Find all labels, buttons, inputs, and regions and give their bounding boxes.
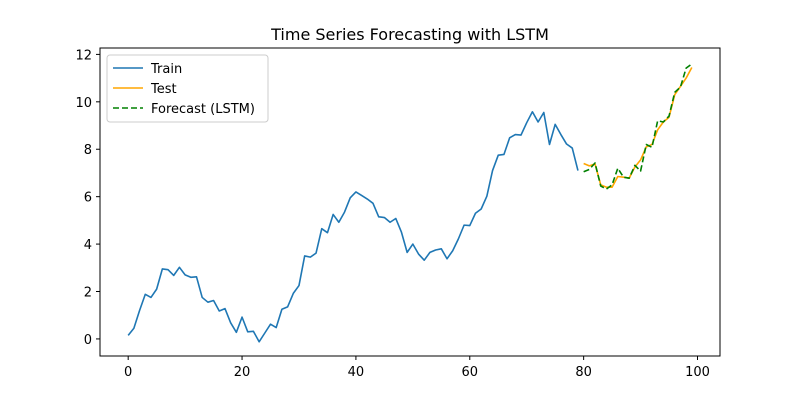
y-tick-label: 6 xyxy=(84,191,92,206)
y-tick-label: 2 xyxy=(84,286,92,301)
legend-label: Forecast (LSTM) xyxy=(151,102,255,117)
legend-box xyxy=(106,54,269,123)
legend: Train Test Forecast (LSTM) xyxy=(106,54,269,123)
y-tick-label: 12 xyxy=(75,48,92,63)
legend-label: Train xyxy=(150,62,182,77)
y-tick-label: 10 xyxy=(75,96,92,111)
x-tick-label: 20 xyxy=(234,365,251,380)
x-tick-label: 100 xyxy=(685,365,710,380)
legend-label: Test xyxy=(150,82,177,97)
x-tick-label: 60 xyxy=(462,365,479,380)
x-tick-label: 80 xyxy=(575,365,592,380)
plot-area-frame xyxy=(99,47,721,357)
chart-title: Time Series Forecasting with LSTM xyxy=(270,25,549,44)
x-tick-label: 0 xyxy=(124,365,132,380)
series-line-train xyxy=(127,110,579,343)
y-tick-label: 4 xyxy=(84,238,92,253)
x-tick-label: 40 xyxy=(348,365,365,380)
y-tick-label: 8 xyxy=(84,143,92,158)
series-line-forecast-lstm xyxy=(583,63,693,190)
y-tick-label: 0 xyxy=(84,333,92,348)
